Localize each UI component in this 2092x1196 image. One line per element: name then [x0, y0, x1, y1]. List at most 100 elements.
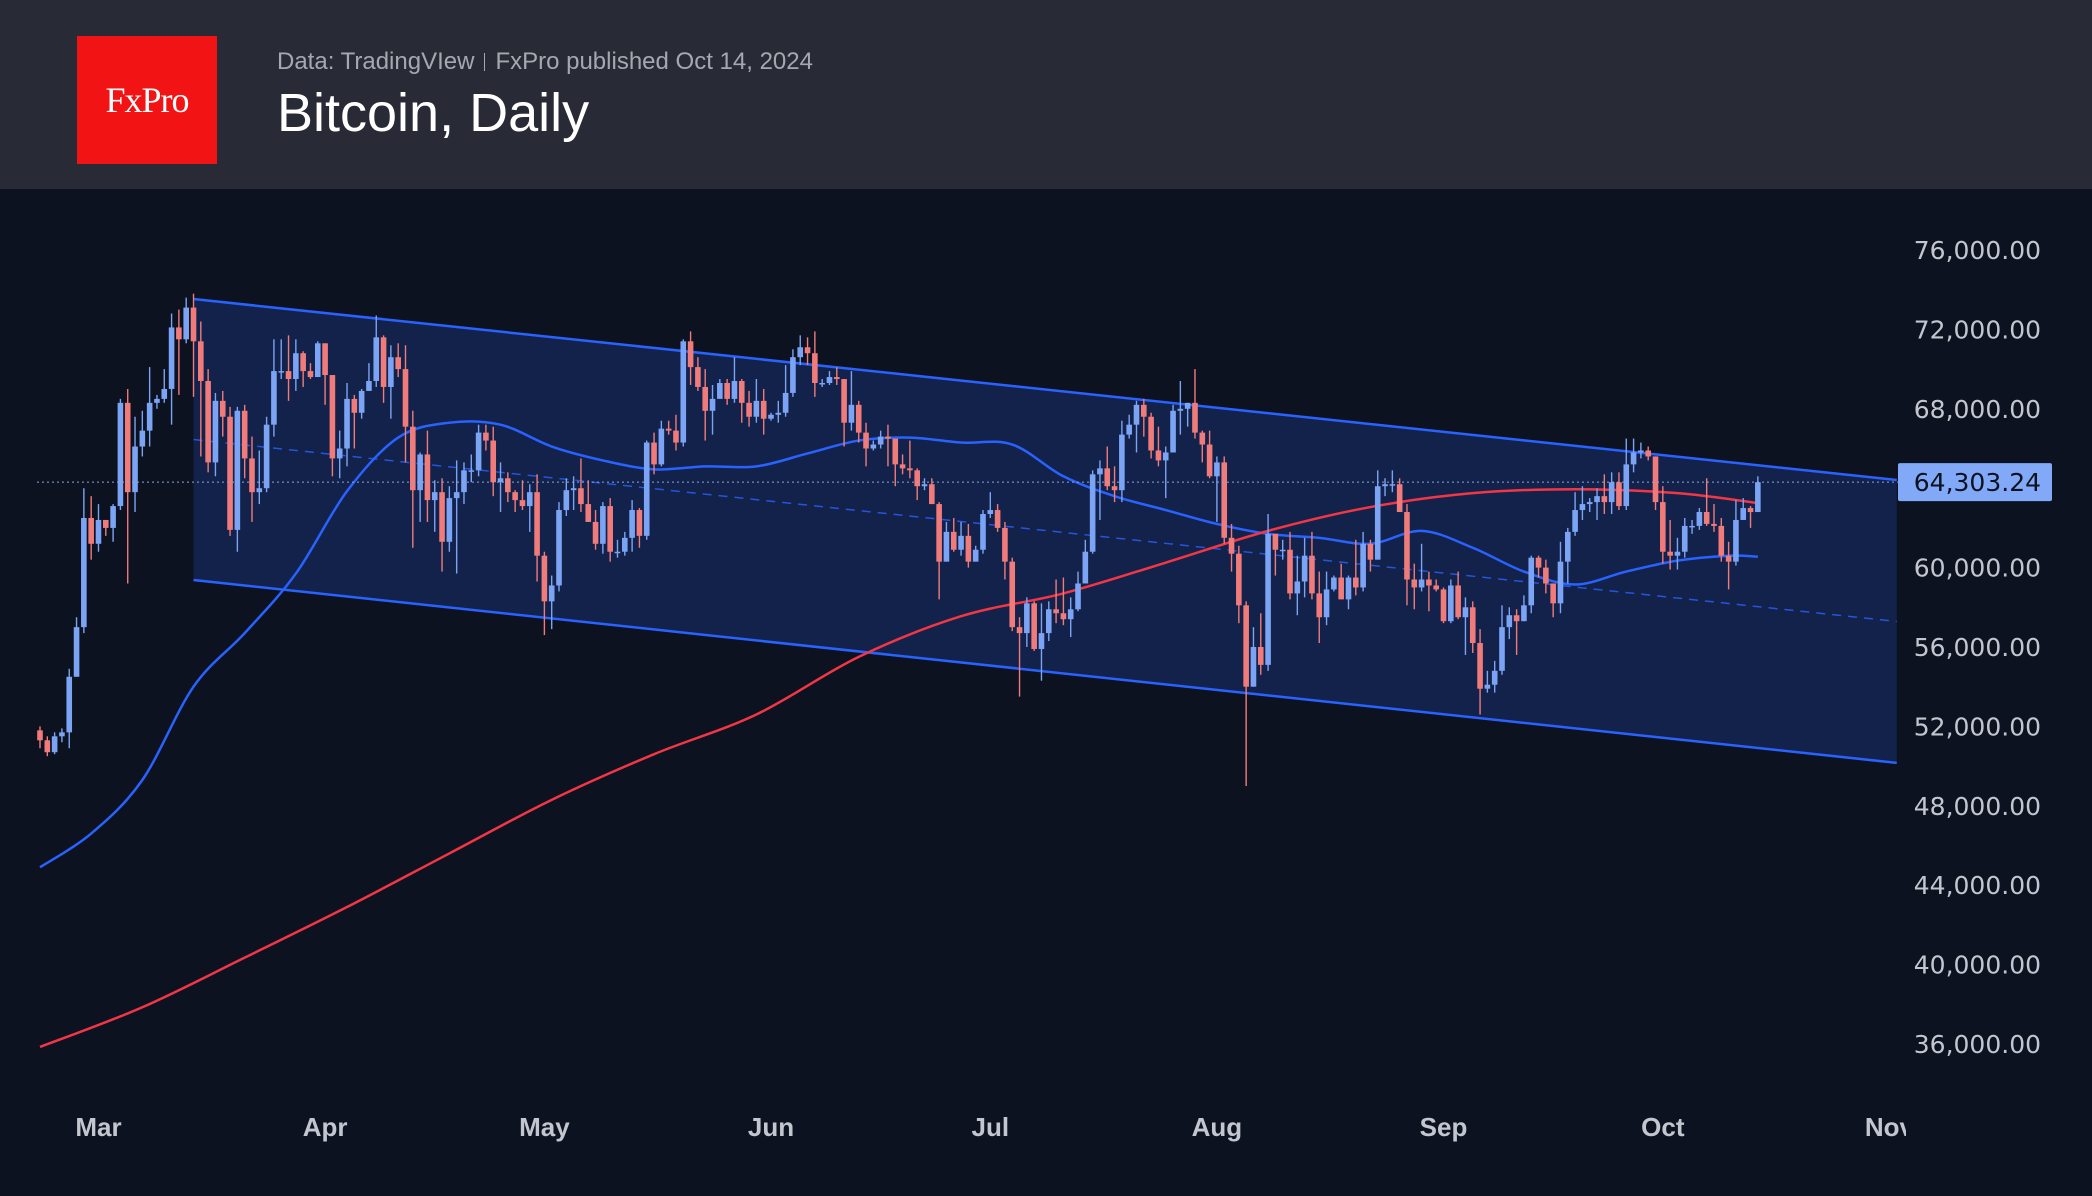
candle[interactable] [431, 480, 438, 532]
candle[interactable] [841, 379, 847, 447]
candle[interactable] [1367, 539, 1374, 572]
candle[interactable] [819, 379, 825, 387]
candle[interactable] [73, 617, 80, 677]
candle[interactable] [680, 339, 687, 447]
candle[interactable] [402, 345, 409, 463]
candle[interactable] [936, 502, 942, 600]
candle[interactable] [1572, 492, 1578, 536]
candle[interactable] [1257, 613, 1264, 675]
candle[interactable] [439, 478, 445, 572]
candle[interactable] [1243, 601, 1249, 786]
candle[interactable] [358, 388, 365, 419]
candle[interactable] [132, 416, 138, 513]
candle[interactable] [241, 404, 248, 479]
candle[interactable] [1002, 521, 1008, 580]
candle[interactable] [1067, 597, 1074, 638]
candle[interactable] [249, 436, 255, 522]
candle[interactable] [753, 379, 760, 423]
moving-average-red-line[interactable] [39, 487, 1759, 1049]
candle[interactable] [1389, 470, 1396, 493]
candle[interactable] [1477, 629, 1483, 715]
candle[interactable] [738, 379, 745, 423]
candle[interactable] [285, 335, 292, 401]
candle[interactable] [388, 345, 394, 419]
candle[interactable] [1097, 460, 1103, 520]
candle[interactable] [1499, 605, 1505, 675]
candle[interactable] [461, 462, 467, 505]
candle[interactable] [505, 472, 511, 503]
candle[interactable] [1272, 533, 1279, 576]
candle[interactable] [1557, 541, 1564, 614]
channel-upper-line[interactable] [193, 297, 1897, 482]
candle[interactable] [183, 297, 189, 344]
candle[interactable] [307, 363, 314, 380]
candle[interactable] [256, 450, 263, 505]
candle[interactable] [1045, 601, 1052, 642]
candle[interactable] [519, 480, 526, 511]
candle[interactable] [1513, 609, 1520, 655]
candle[interactable] [1608, 472, 1615, 515]
candle[interactable] [863, 422, 869, 467]
candle[interactable] [1228, 523, 1235, 572]
candle[interactable] [1177, 381, 1184, 435]
candle[interactable] [1316, 571, 1323, 644]
candle[interactable] [1564, 527, 1571, 584]
candle[interactable] [972, 545, 979, 562]
candle[interactable] [205, 369, 211, 473]
candle[interactable] [1448, 579, 1454, 624]
candle[interactable] [848, 371, 855, 431]
candle[interactable] [446, 486, 453, 552]
candle[interactable] [1689, 519, 1695, 534]
candle[interactable] [1279, 539, 1286, 560]
candle[interactable] [768, 412, 774, 421]
candle[interactable] [877, 430, 884, 449]
candle[interactable] [219, 390, 226, 437]
candle[interactable] [366, 363, 372, 391]
candle[interactable] [154, 394, 160, 409]
candle[interactable] [1082, 539, 1089, 584]
candle[interactable] [66, 668, 73, 749]
candle[interactable] [548, 575, 555, 630]
candle[interactable] [556, 502, 562, 592]
candle[interactable] [1038, 603, 1045, 681]
candle[interactable] [1711, 504, 1717, 532]
candle[interactable] [1579, 486, 1586, 520]
candle[interactable] [380, 335, 387, 403]
candle[interactable] [1667, 519, 1673, 570]
candle[interactable] [687, 331, 694, 385]
candle[interactable] [921, 478, 928, 491]
candle[interactable] [1374, 470, 1381, 560]
candle[interactable] [614, 539, 621, 558]
candle[interactable] [1111, 466, 1118, 503]
candle[interactable] [534, 474, 540, 582]
candle[interactable] [329, 375, 336, 477]
candle[interactable] [1740, 498, 1747, 520]
candle[interactable] [775, 400, 782, 423]
candle[interactable] [1733, 500, 1739, 566]
candle[interactable] [980, 510, 986, 554]
candle[interactable] [526, 484, 533, 532]
candle[interactable] [629, 500, 635, 552]
candle[interactable] [833, 367, 840, 385]
candle[interactable] [1725, 541, 1732, 590]
candle[interactable] [1484, 670, 1491, 693]
candle[interactable] [212, 392, 219, 477]
candle[interactable] [1426, 571, 1432, 612]
candle[interactable] [994, 504, 1001, 532]
candle[interactable] [950, 517, 957, 552]
candle[interactable] [1586, 498, 1593, 513]
candle[interactable] [1652, 456, 1659, 511]
candle[interactable] [1616, 472, 1622, 511]
candle[interactable] [1162, 446, 1169, 499]
candle[interactable] [300, 351, 306, 387]
candle[interactable] [1696, 508, 1703, 530]
candle[interactable] [139, 410, 146, 457]
candle[interactable] [1718, 517, 1725, 562]
candle[interactable] [673, 414, 679, 451]
candle[interactable] [1528, 555, 1535, 614]
candle[interactable] [424, 430, 431, 522]
candle[interactable] [1674, 537, 1681, 570]
candle[interactable] [88, 496, 94, 560]
candle[interactable] [1638, 442, 1644, 459]
candle[interactable] [1031, 601, 1037, 651]
